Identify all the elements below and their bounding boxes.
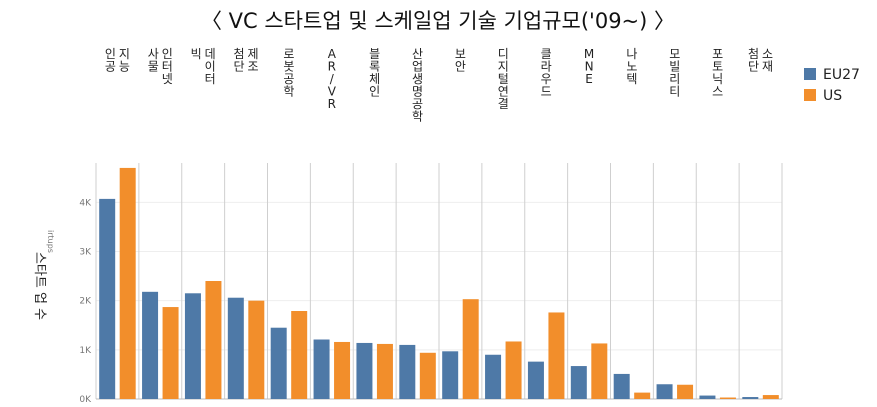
bar-us xyxy=(677,384,694,399)
bar-us xyxy=(548,312,565,399)
bars xyxy=(99,167,779,399)
bar-eu27 xyxy=(142,291,159,399)
category-label: A R / V R xyxy=(328,47,337,111)
bar-us xyxy=(376,343,393,399)
bar-eu27 xyxy=(99,198,116,399)
category-labels: 인 공지 능 사 물인 터 넷 빅 데 이 터 첨 단제 조 로 봇 공 학 A R / V R 블 록 체 인 산 업 생 명 공 학 보 안 디 지… xyxy=(105,47,773,124)
legend-label-us: US xyxy=(823,88,842,104)
bar-us xyxy=(119,167,136,399)
bar-eu27 xyxy=(356,342,373,399)
legend-swatch-eu27 xyxy=(804,68,816,80)
bar-us xyxy=(334,341,351,399)
bar-eu27 xyxy=(699,395,716,399)
bar-eu27 xyxy=(485,354,502,399)
y-axis-label-fragment: irtups xyxy=(46,230,55,253)
y-tick-label: 3K xyxy=(79,248,92,258)
bar-eu27 xyxy=(527,361,544,399)
bar-us xyxy=(505,341,522,399)
y-tick-label: 2K xyxy=(79,297,92,307)
y-tick-label: 0K xyxy=(79,395,92,405)
bar-eu27 xyxy=(313,339,330,399)
bar-us xyxy=(591,343,608,399)
bar-eu27 xyxy=(184,293,201,399)
y-tick-label: 4K xyxy=(79,198,92,208)
bar-us xyxy=(248,300,265,399)
category-label: 사 물인 터 넷 xyxy=(148,47,173,86)
bar-us xyxy=(462,299,479,399)
bar-eu27 xyxy=(270,327,287,399)
bar-eu27 xyxy=(570,366,587,399)
bar-us xyxy=(634,392,651,399)
y-axis-label: 스타트 업 수 xyxy=(32,252,47,320)
category-label: 인 공지 능 xyxy=(105,47,130,74)
bar-us xyxy=(419,352,436,399)
legend-label-eu27: EU27 xyxy=(823,67,860,83)
y-tick-label: 1K xyxy=(79,346,92,356)
legend-swatch-us xyxy=(804,89,816,101)
bar-eu27 xyxy=(656,384,673,399)
bar-us xyxy=(291,310,308,399)
bar-us xyxy=(719,397,736,399)
bar-eu27 xyxy=(399,344,416,399)
category-label: 첨 단소 재 xyxy=(748,47,773,74)
bar-us xyxy=(205,281,222,399)
bar-us xyxy=(762,395,779,399)
legend: EU27 US xyxy=(804,67,860,104)
bar-us xyxy=(162,307,179,399)
chart-title: 〈 VC 스타트업 및 스케일업 기술 기업규모('09~) 〉 xyxy=(201,9,675,33)
bar-eu27 xyxy=(442,351,459,399)
category-label: 첨 단제 조 xyxy=(234,47,259,74)
y-axis-ticks: 0K 1K 2K 3K 4K xyxy=(79,198,92,405)
bar-eu27 xyxy=(227,297,244,399)
bar-eu27 xyxy=(613,373,630,399)
bar-eu27 xyxy=(742,397,759,399)
